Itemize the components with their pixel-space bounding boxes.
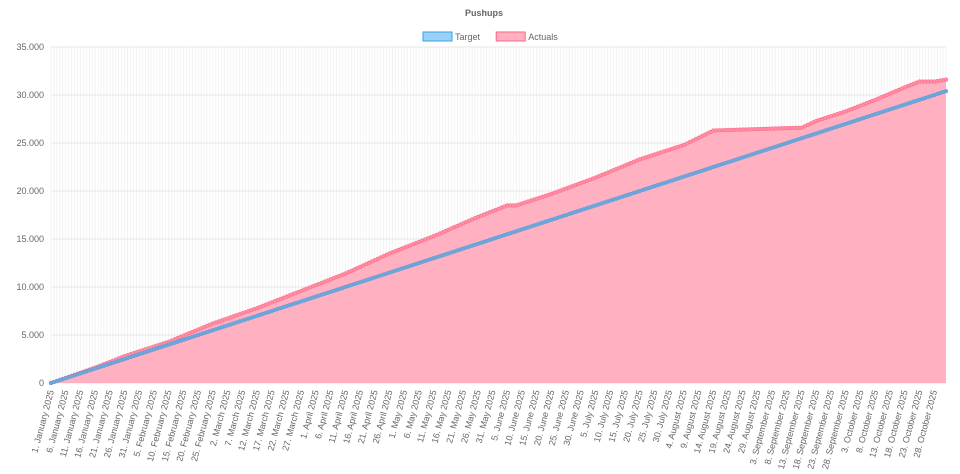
y-tick-label: 10.000 — [16, 282, 44, 292]
y-tick-label: 30.000 — [16, 90, 44, 100]
y-tick-label: 35.000 — [16, 42, 44, 52]
legend-label-actuals: Actuals — [528, 32, 558, 42]
legend-swatch-target — [422, 31, 453, 42]
legend-swatch-actuals — [495, 31, 526, 42]
area-layer — [51, 79, 946, 383]
series-area-actuals — [51, 79, 946, 383]
legend: Target Actuals — [422, 31, 558, 42]
data-point-actuals — [943, 77, 949, 82]
y-tick-label: 15.000 — [16, 234, 44, 244]
y-tick-label: 25.000 — [16, 138, 44, 148]
legend-label-target: Target — [455, 32, 481, 42]
y-tick-label: 5.000 — [21, 330, 44, 340]
data-point-target — [943, 89, 949, 94]
chart-title: Pushups — [465, 8, 503, 18]
y-tick-label: 0 — [39, 378, 44, 388]
line-layer — [48, 77, 949, 386]
y-tick-label: 20.000 — [16, 186, 44, 196]
